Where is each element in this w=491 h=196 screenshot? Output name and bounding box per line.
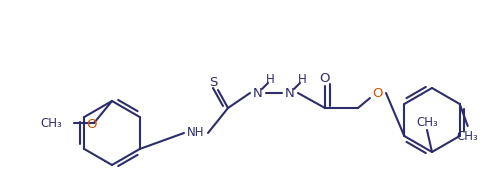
- Text: N: N: [253, 86, 263, 100]
- Text: O: O: [373, 86, 383, 100]
- Text: H: H: [266, 73, 274, 85]
- Text: CH₃: CH₃: [40, 116, 62, 130]
- Text: N: N: [285, 86, 295, 100]
- Text: CH₃: CH₃: [457, 130, 479, 142]
- Text: NH: NH: [187, 126, 205, 140]
- Text: O: O: [320, 72, 330, 84]
- Text: CH₃: CH₃: [416, 115, 438, 129]
- Text: O: O: [87, 119, 97, 132]
- Text: S: S: [209, 75, 217, 89]
- Text: H: H: [298, 73, 306, 85]
